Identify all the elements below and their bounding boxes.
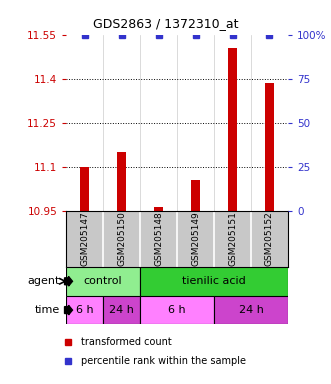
Bar: [117, 152, 126, 211]
Text: time: time: [34, 305, 60, 315]
Bar: [140, 267, 288, 296]
Text: 24 h: 24 h: [239, 305, 263, 315]
Text: GSM205149: GSM205149: [191, 212, 200, 266]
Text: transformed count: transformed count: [81, 337, 172, 347]
Text: GSM205150: GSM205150: [117, 212, 126, 266]
Bar: [140, 296, 214, 324]
Bar: [214, 296, 288, 324]
Bar: [66, 267, 140, 296]
Bar: [228, 48, 237, 211]
Bar: [154, 207, 163, 211]
Text: 6 h: 6 h: [168, 305, 186, 315]
Bar: [265, 83, 274, 211]
Text: GSM205147: GSM205147: [80, 212, 89, 266]
Text: GSM205151: GSM205151: [228, 212, 237, 266]
Text: GSM205148: GSM205148: [154, 212, 163, 266]
Bar: [66, 296, 103, 324]
Text: control: control: [84, 276, 122, 286]
Text: tienilic acid: tienilic acid: [182, 276, 246, 286]
Bar: [80, 167, 89, 211]
Text: GDS2863 / 1372310_at: GDS2863 / 1372310_at: [93, 17, 238, 30]
Text: 6 h: 6 h: [76, 305, 93, 315]
Text: GSM205152: GSM205152: [265, 212, 274, 266]
Text: percentile rank within the sample: percentile rank within the sample: [81, 356, 246, 366]
Text: 24 h: 24 h: [109, 305, 134, 315]
Bar: [191, 180, 200, 211]
Bar: [103, 296, 140, 324]
Text: agent: agent: [27, 276, 60, 286]
